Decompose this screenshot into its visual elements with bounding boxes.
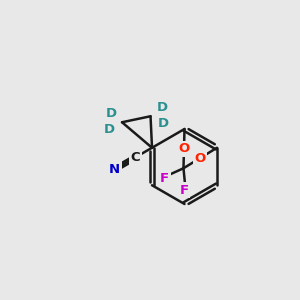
Text: D: D (106, 107, 117, 120)
Text: O: O (195, 152, 206, 164)
Text: D: D (104, 123, 115, 136)
Text: D: D (158, 117, 169, 130)
Text: C: C (130, 151, 140, 164)
Text: F: F (179, 184, 188, 196)
Text: O: O (178, 142, 190, 155)
Text: N: N (109, 163, 120, 176)
Text: D: D (156, 101, 167, 114)
Text: F: F (160, 172, 169, 185)
